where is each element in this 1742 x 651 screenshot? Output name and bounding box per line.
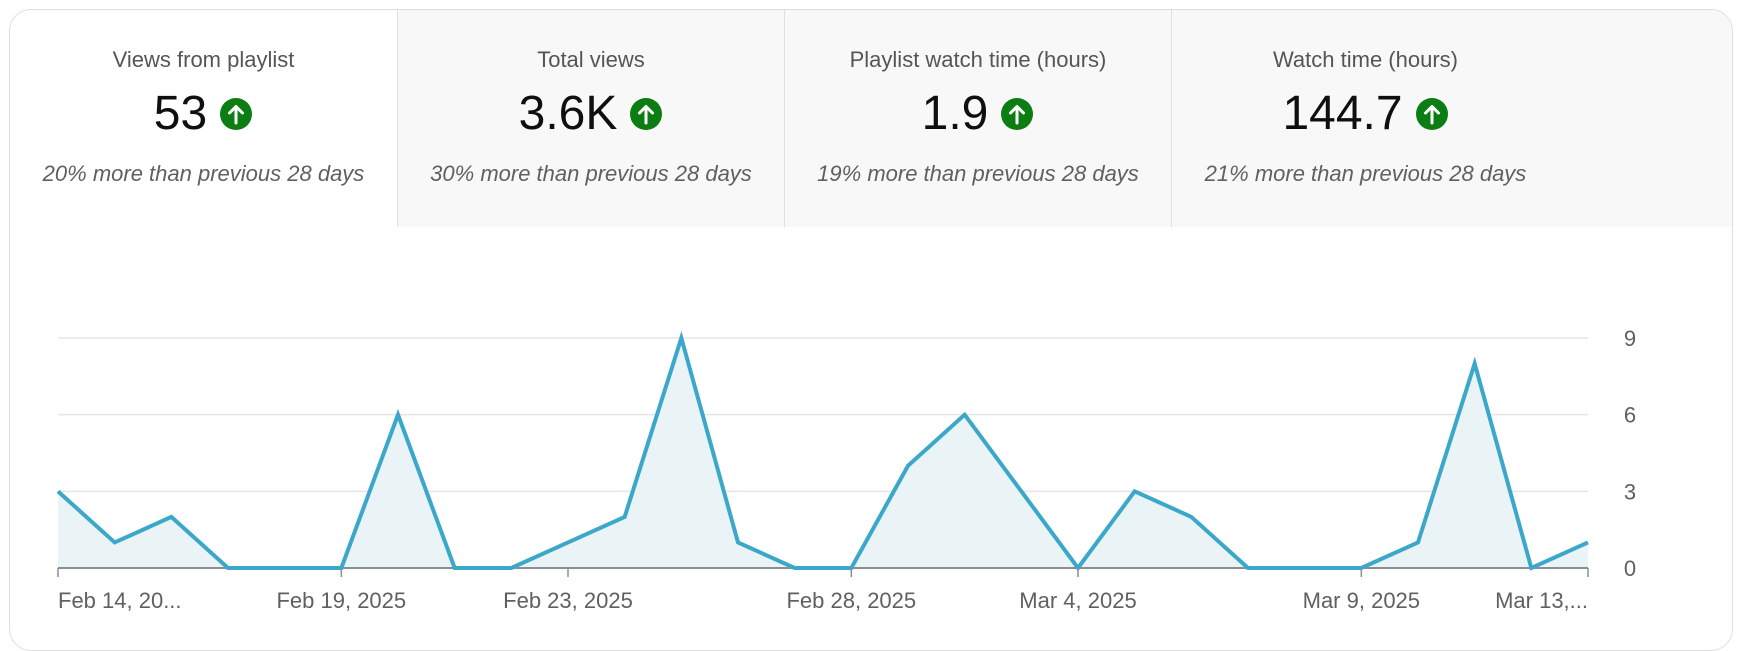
x-tick-label: Feb 14, 20... [58, 588, 182, 613]
arrow-up-icon [220, 98, 253, 130]
x-tick-label: Mar 9, 2025 [1303, 588, 1420, 613]
metric-tabs: Views from playlist 53 20% more than pre… [10, 10, 1732, 227]
analytics-card: Views from playlist 53 20% more than pre… [9, 9, 1733, 651]
metric-value: 1.9 [921, 87, 989, 140]
x-tick-label: Feb 28, 2025 [786, 588, 916, 613]
y-tick-label: 0 [1624, 556, 1636, 581]
metric-tab-total-views[interactable]: Total views 3.6K 30% more than previous … [397, 10, 784, 227]
metric-comparison: 19% more than previous 28 days [817, 161, 1139, 186]
views-line-chart: 0 3 6 9 Feb 14, 20... Feb 19, 2025 Feb 23, 202… [56, 326, 1636, 613]
series-line [56, 330, 1589, 572]
y-tick-label: 9 [1624, 326, 1636, 351]
metric-value: 3.6K [518, 87, 618, 140]
metric-value: 144.7 [1282, 87, 1403, 140]
metric-title: Views from playlist [112, 47, 295, 72]
metric-comparison: 30% more than previous 28 days [430, 161, 752, 186]
metric-title: Watch time (hours) [1272, 47, 1458, 72]
metric-comparison: 21% more than previous 28 days [1204, 161, 1527, 186]
x-tick-label: Feb 19, 2025 [276, 588, 406, 613]
y-tick-label: 6 [1624, 403, 1636, 428]
metric-value: 53 [153, 87, 208, 140]
metric-title: Playlist watch time (hours) [849, 47, 1107, 72]
x-tick-label: Feb 23, 2025 [503, 588, 633, 613]
metric-tab-playlist-watch-time[interactable]: Playlist watch time (hours) 1.9 19% more… [784, 10, 1171, 227]
metric-comparison: 20% more than previous 28 days [42, 161, 365, 186]
series-area [58, 338, 1588, 568]
arrow-up-icon [1001, 98, 1034, 130]
x-tick-label: Mar 4, 2025 [1019, 588, 1136, 613]
metric-tab-views-from-playlist[interactable]: Views from playlist 53 20% more than pre… [10, 10, 397, 227]
x-tick-label: Mar 13,... [1495, 588, 1588, 613]
metric-tab-watch-time[interactable]: Watch time (hours) 144.7 21% more than p… [1171, 10, 1732, 227]
arrow-up-icon [1415, 98, 1448, 130]
y-tick-label: 3 [1624, 479, 1636, 504]
metric-title: Total views [537, 47, 645, 72]
arrow-up-icon [630, 98, 663, 130]
